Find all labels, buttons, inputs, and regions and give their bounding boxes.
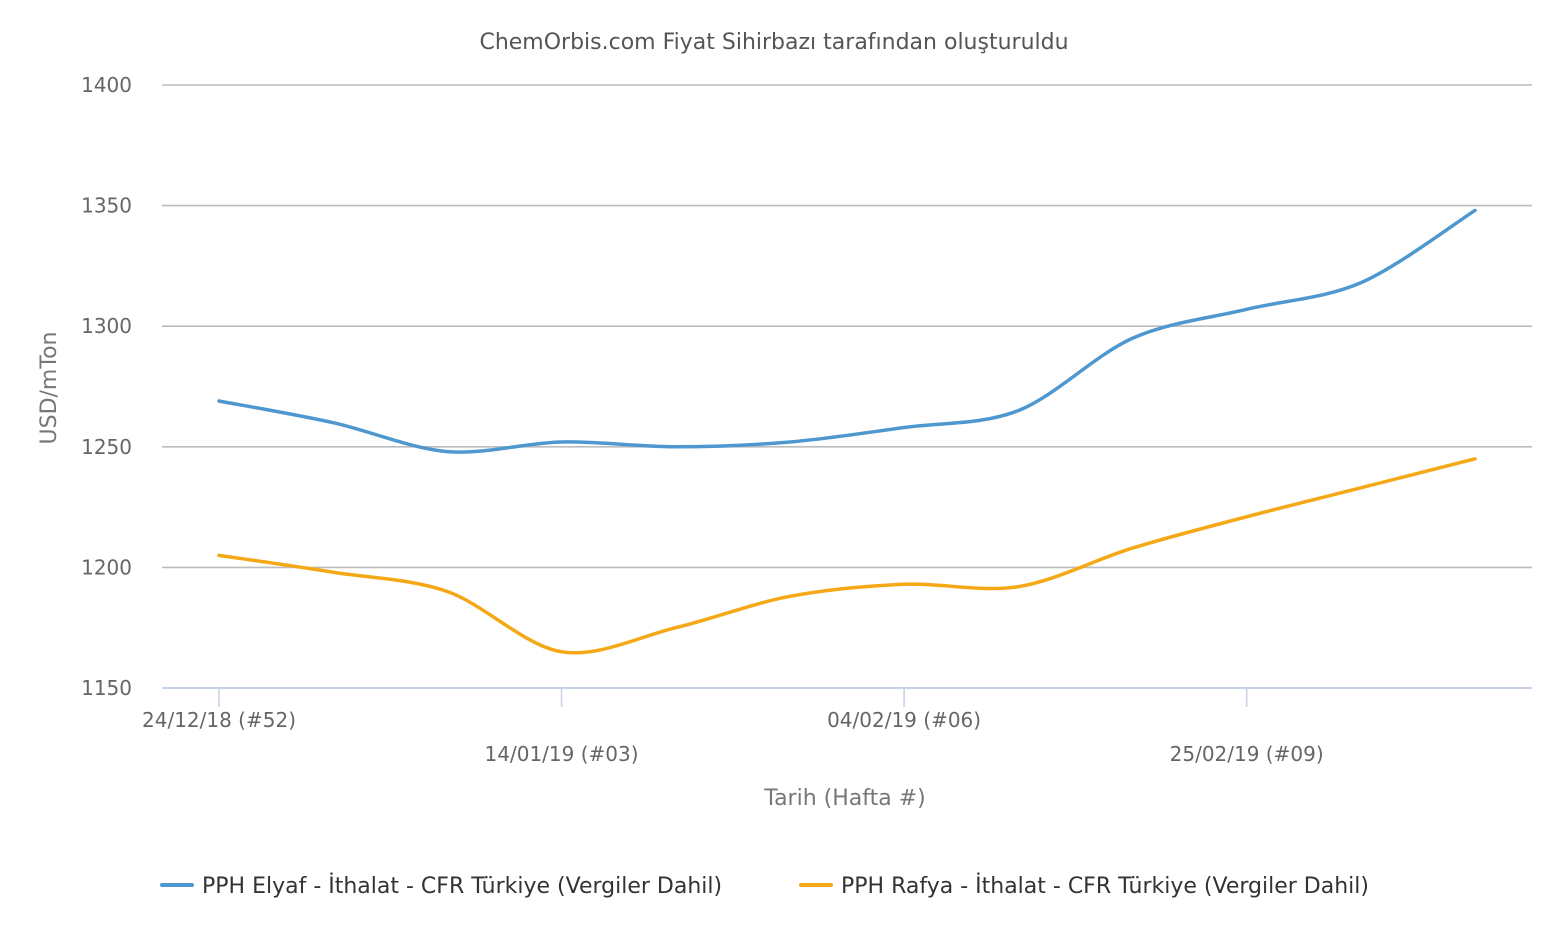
chart-title: ChemOrbis.com Fiyat Sihirbazı tarafından… [479,30,1068,55]
series-line-2 [217,457,1477,655]
series-line-1 [217,208,1477,454]
y-tick-label: 1300 [81,314,132,338]
y-tick-label: 1150 [81,676,132,700]
series-lines [217,208,1477,655]
y-tick-label: 1350 [81,194,132,218]
gridlines [162,84,1532,689]
legend-label: PPH Rafya - İthalat - CFR Türkiye (Vergi… [841,873,1369,899]
y-tick-label: 1250 [81,435,132,459]
legend: PPH Elyaf - İthalat - CFR Türkiye (Vergi… [160,873,1369,899]
x-axis: 24/12/18 (#52) 14/01/19 (#03) 04/02/19 (#0… [142,688,1324,766]
x-axis-label: Tarih (Hafta #) [763,786,925,811]
y-tick-label: 1200 [81,555,132,579]
legend-label: PPH Elyaf - İthalat - CFR Türkiye (Vergi… [202,873,722,899]
x-tick-label: 24/12/18 (#52) [142,708,296,732]
x-tick-label: 04/02/19 (#06) [827,708,981,732]
legend-item-1[interactable]: PPH Elyaf - İthalat - CFR Türkiye (Vergi… [160,873,722,899]
legend-item-2[interactable]: PPH Rafya - İthalat - CFR Türkiye (Vergi… [799,873,1369,899]
x-tick-label: 14/01/19 (#03) [485,742,639,766]
y-axis-ticks: 1150 1200 1250 1300 1350 1400 [81,73,132,700]
y-axis-label: USD/mTon [37,332,62,445]
x-tick-label: 25/02/19 (#09) [1170,742,1324,766]
y-tick-label: 1400 [81,73,132,97]
